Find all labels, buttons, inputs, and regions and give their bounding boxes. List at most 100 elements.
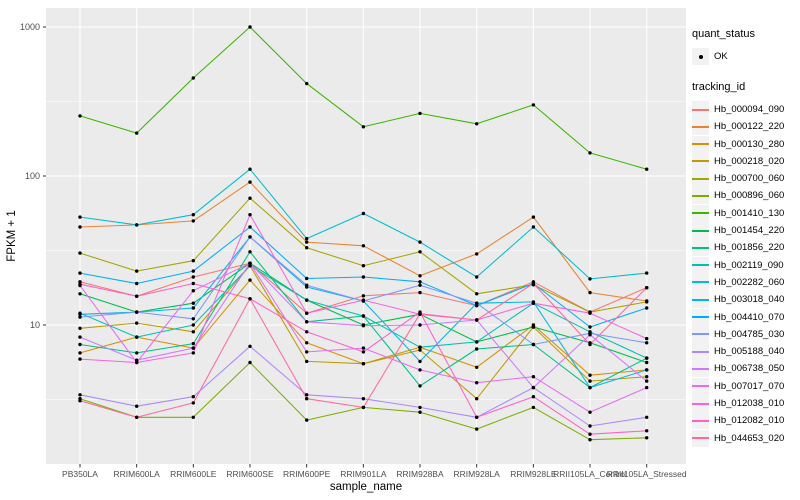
x-tick-label: RRIM901LA bbox=[340, 469, 387, 479]
data-point bbox=[78, 399, 82, 403]
legend-item-Hb_044653_020: Hb_044653_020 bbox=[692, 429, 800, 447]
data-point bbox=[531, 375, 536, 379]
legend-line-swatch bbox=[692, 177, 709, 180]
y-tick-label: 100 bbox=[25, 171, 40, 181]
legend-item-label: Hb_012038_010 bbox=[714, 398, 785, 410]
data-point bbox=[588, 410, 592, 414]
data-point bbox=[531, 225, 536, 229]
legend-line-swatch bbox=[692, 125, 709, 128]
legend-color-key bbox=[692, 152, 709, 170]
legend-item-Hb_000700_060: Hb_000700_060 bbox=[692, 170, 800, 188]
legend-item-Hb_000130_280: Hb_000130_280 bbox=[692, 135, 800, 153]
data-point bbox=[191, 401, 195, 405]
legend-color-key bbox=[692, 222, 709, 240]
legend-item-Hb_004785_030: Hb_004785_030 bbox=[692, 325, 800, 343]
legend-line-swatch bbox=[692, 402, 709, 405]
y-tick-label: 10 bbox=[30, 320, 40, 330]
data-point bbox=[531, 405, 536, 410]
legend-color-key bbox=[692, 273, 709, 291]
legend-item-Hb_012082_010: Hb_012082_010 bbox=[692, 412, 800, 430]
data-point bbox=[645, 306, 649, 310]
data-point bbox=[135, 321, 139, 325]
data-point bbox=[418, 240, 422, 244]
legend-color-key bbox=[692, 135, 709, 153]
data-point bbox=[191, 323, 195, 327]
legend-item-label: Hb_003018_040 bbox=[714, 294, 785, 306]
data-point bbox=[645, 360, 649, 365]
legend-color-key bbox=[692, 395, 709, 413]
legend-item-Hb_006738_050: Hb_006738_050 bbox=[692, 360, 800, 378]
point-marker-icon bbox=[698, 54, 703, 59]
legend-color-key bbox=[692, 308, 709, 326]
data-point bbox=[588, 333, 592, 337]
data-point bbox=[645, 271, 649, 275]
data-point bbox=[78, 315, 82, 319]
data-point bbox=[361, 211, 366, 216]
data-point bbox=[248, 250, 252, 254]
legend-item-label: Hb_000218_020 bbox=[714, 155, 785, 167]
legend-color-key bbox=[692, 239, 709, 257]
data-point bbox=[305, 276, 309, 281]
data-point bbox=[418, 348, 422, 352]
data-point bbox=[361, 294, 366, 298]
data-point bbox=[305, 240, 309, 244]
data-point bbox=[78, 393, 82, 397]
data-point bbox=[135, 360, 139, 365]
legend-item-Hb_001454_220: Hb_001454_220 bbox=[692, 222, 800, 240]
legend-line-swatch bbox=[692, 316, 709, 319]
data-point bbox=[418, 280, 422, 284]
legend-item-label: Hb_000130_280 bbox=[714, 138, 785, 150]
legend-color-key bbox=[692, 412, 709, 430]
data-point bbox=[475, 318, 479, 322]
legend-color-key bbox=[692, 325, 709, 343]
data-point bbox=[78, 282, 82, 286]
data-point bbox=[248, 264, 252, 268]
data-point bbox=[191, 213, 195, 217]
data-point bbox=[361, 244, 366, 248]
data-point bbox=[191, 219, 195, 223]
data-point bbox=[418, 384, 422, 388]
x-tick-label: PB350LA bbox=[62, 469, 98, 479]
data-point bbox=[361, 324, 366, 328]
data-point bbox=[248, 344, 252, 348]
legend-item-label: Hb_001410_130 bbox=[714, 207, 785, 219]
data-point bbox=[191, 275, 195, 279]
legend-item-Hb_012038_010: Hb_012038_010 bbox=[692, 395, 800, 413]
data-point bbox=[588, 385, 592, 390]
legend-item-label: Hb_005188_040 bbox=[714, 346, 785, 358]
data-point bbox=[191, 351, 195, 355]
data-point bbox=[418, 368, 422, 372]
legend-line-swatch bbox=[692, 419, 709, 422]
legend-color-key bbox=[692, 256, 709, 274]
data-point bbox=[475, 301, 479, 305]
data-point bbox=[305, 283, 309, 287]
legend-item-label: Hb_001454_220 bbox=[714, 225, 785, 237]
data-point bbox=[248, 297, 252, 301]
panel-background bbox=[46, 8, 686, 464]
y-axis-title: FPKM + 1 bbox=[6, 210, 18, 261]
data-point bbox=[305, 359, 309, 364]
legend-item-label: Hb_004785_030 bbox=[714, 328, 785, 340]
legend-line-swatch bbox=[692, 160, 709, 163]
legend-item-Hb_002119_090: Hb_002119_090 bbox=[692, 256, 800, 274]
legend-item-label: Hb_000094_090 bbox=[714, 104, 785, 115]
data-point bbox=[191, 341, 195, 346]
data-point bbox=[305, 393, 309, 397]
data-point bbox=[418, 312, 422, 316]
data-point bbox=[475, 415, 479, 419]
data-point bbox=[191, 76, 195, 80]
legend-line-swatch bbox=[692, 143, 709, 146]
data-point bbox=[191, 395, 195, 399]
legend-color-key bbox=[692, 204, 709, 222]
legend-item-label: Hb_002119_090 bbox=[714, 259, 784, 271]
data-point bbox=[135, 415, 139, 419]
data-point bbox=[361, 397, 366, 401]
legend-item-label: OK bbox=[714, 51, 728, 62]
x-tick-label: RRIM600PE bbox=[283, 469, 331, 479]
data-point bbox=[645, 379, 649, 383]
legend-key-ok bbox=[692, 48, 709, 65]
data-point bbox=[418, 250, 422, 254]
data-point bbox=[305, 236, 309, 241]
data-point bbox=[248, 196, 252, 200]
legend-item-label: Hb_004410_070 bbox=[714, 311, 785, 323]
